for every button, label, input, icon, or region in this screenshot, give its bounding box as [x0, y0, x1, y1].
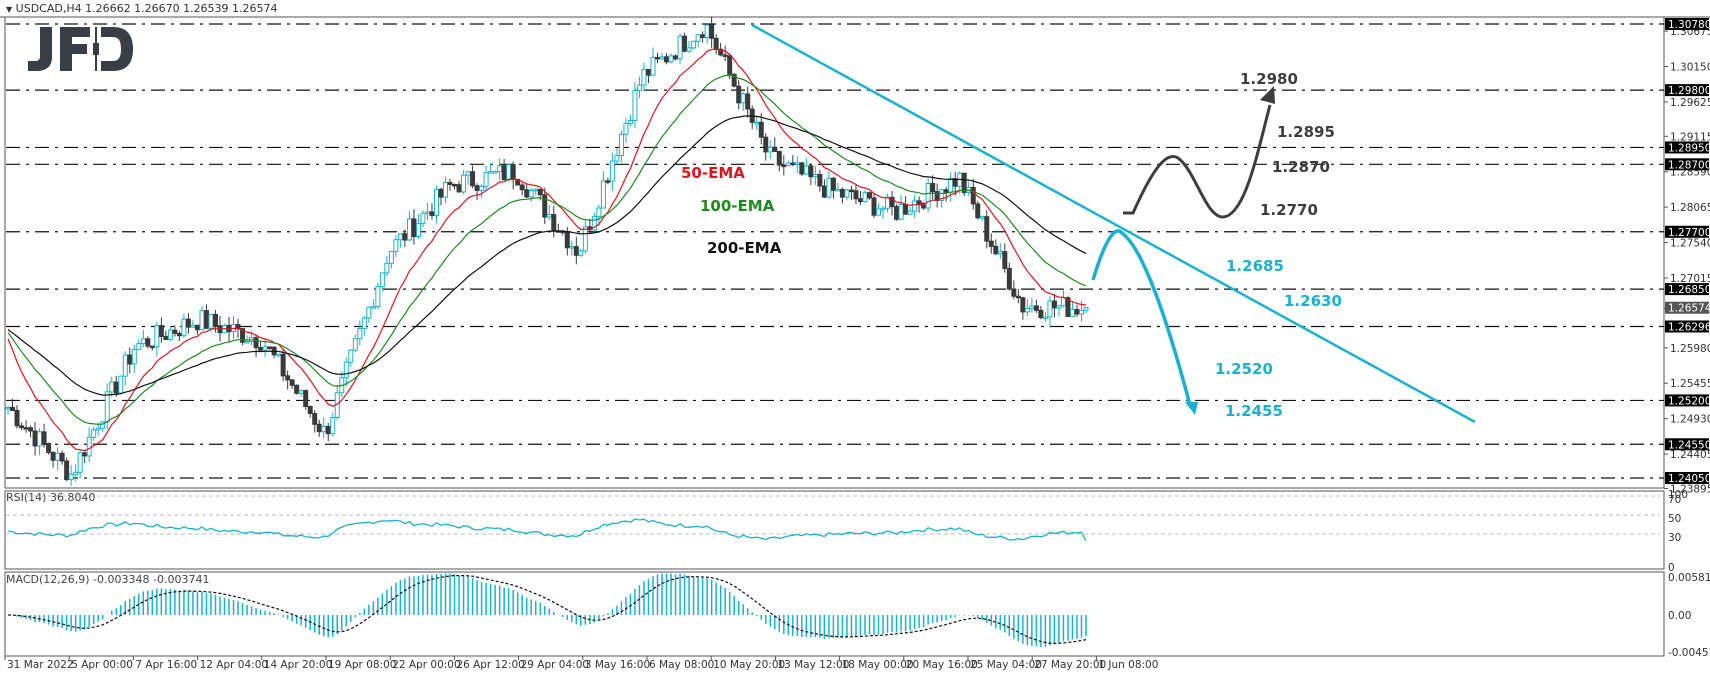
- price-tick: 1.23895: [1670, 483, 1710, 495]
- price-tick: 1.25980: [1670, 343, 1710, 355]
- ema100-line: [7, 74, 1087, 425]
- price-tick: 1.29625: [1670, 97, 1710, 109]
- time-label: 22 Apr 00:00: [392, 659, 460, 671]
- current-price-badge: 1.26574: [1668, 303, 1710, 315]
- bullish-scenario-arrow: [1123, 86, 1275, 219]
- time-label: 1 Jun 08:00: [1098, 659, 1158, 671]
- time-label: 12 Apr 04:00: [200, 659, 268, 671]
- time-label: 20 May 16:00: [906, 659, 978, 671]
- price-tick: 1.24405: [1670, 449, 1710, 461]
- target-label-7: 1.2520: [1215, 360, 1273, 378]
- dropdown-triangle-icon[interactable]: ▼: [6, 5, 13, 14]
- svg-text:0: 0: [1668, 562, 1675, 574]
- time-label: 18 May 00:00: [842, 659, 914, 671]
- rsi-line: [7, 518, 1087, 542]
- target-label-5: 1.2685: [1226, 257, 1284, 275]
- target-label-3: 1.2870: [1272, 158, 1330, 176]
- price-tick: 1.29115: [1670, 131, 1710, 143]
- time-label: 3 May 16:00: [585, 659, 650, 671]
- level-badge: 1.26850: [1668, 284, 1710, 296]
- time-label: 27 May 20:00: [1034, 659, 1106, 671]
- level-badge: 1.26296: [1668, 321, 1710, 333]
- main-panel-border: [4, 16, 1665, 489]
- time-label: 29 Apr 04:00: [521, 659, 589, 671]
- ema50-line: [7, 48, 1087, 452]
- macd-panel-border: [4, 571, 1665, 657]
- macd-histogram: [11, 573, 1087, 648]
- time-label: 13 May 12:00: [777, 659, 849, 671]
- rsi-title: RSI(14) 36.8040: [6, 491, 96, 504]
- svg-text:50: 50: [1668, 513, 1681, 525]
- target-label-2: 1.2895: [1277, 123, 1335, 141]
- rsi-panel-border: [4, 490, 1665, 570]
- svg-text:100: 100: [1668, 489, 1688, 501]
- svg-text:0.005811: 0.005811: [1668, 572, 1710, 584]
- target-label-1: 1.2980: [1240, 70, 1298, 88]
- level-badge: 1.25200: [1668, 395, 1710, 407]
- time-label: 26 Apr 12:00: [456, 659, 524, 671]
- price-tick: 1.24930: [1670, 414, 1710, 426]
- price-tick: 1.27015: [1670, 273, 1710, 285]
- svg-text:70: 70: [1668, 494, 1681, 506]
- downtrend-line[interactable]: [751, 23, 1476, 424]
- macd-axis: 0.005811 0.00 -0.004512: [1668, 572, 1710, 659]
- level-badge: 1.30780: [1668, 19, 1710, 31]
- moving-averages: [7, 48, 1087, 452]
- macd-signal-line: [7, 574, 1087, 645]
- ema200-line: [7, 115, 1087, 396]
- symbol-ohlc: USDCAD,H4 1.26662 1.26670 1.26539 1.2657…: [15, 2, 278, 15]
- macd-title: MACD(12,26,9) -0.003348 -0.003741: [6, 573, 210, 586]
- time-label: 31 Mar 2022: [7, 659, 74, 671]
- price-tick: 1.28065: [1670, 202, 1710, 214]
- horizontal-levels: [6, 23, 1664, 479]
- level-badge: 1.28700: [1668, 159, 1710, 171]
- time-label: 6 May 08:00: [649, 659, 714, 671]
- ema50-label: 50-EMA: [681, 164, 745, 182]
- candlesticks: [5, 16, 1089, 486]
- time-label: 10 May 20:00: [713, 659, 785, 671]
- time-label: 5 Apr 00:00: [71, 659, 133, 671]
- svg-text:-0.004512: -0.004512: [1668, 647, 1710, 659]
- time-label: 19 Apr 08:00: [328, 659, 396, 671]
- target-label-6: 1.2630: [1284, 292, 1342, 310]
- svg-text:30: 30: [1668, 532, 1681, 544]
- price-tick: 1.25455: [1670, 378, 1710, 390]
- time-label: 14 Apr 20:00: [264, 659, 332, 671]
- rsi-reference-lines: [6, 495, 1660, 535]
- level-badge: 1.27700: [1668, 227, 1710, 239]
- time-label: 25 May 04:00: [970, 659, 1042, 671]
- svg-text:0.00: 0.00: [1668, 610, 1691, 622]
- ema100-label: 100-EMA: [700, 197, 775, 215]
- time-label: 7 Apr 16:00: [135, 659, 197, 671]
- level-badge: 1.24550: [1668, 439, 1710, 451]
- target-label-8: 1.2455: [1225, 402, 1283, 420]
- level-badge: 1.24050: [1668, 473, 1710, 485]
- bearish-scenario-arrow: [1091, 229, 1198, 415]
- target-label-4: 1.2770: [1260, 201, 1318, 219]
- ema200-label: 200-EMA: [707, 239, 782, 257]
- level-badge: 1.29800: [1668, 85, 1710, 97]
- symbol-header: ▼ USDCAD,H4 1.26662 1.26670 1.26539 1.26…: [6, 2, 278, 15]
- price-tick: 1.27540: [1670, 238, 1710, 250]
- price-axis[interactable]: 1.306751.301501.296251.291151.285901.280…: [1664, 18, 1710, 495]
- jfd-logo: [28, 27, 133, 71]
- price-tick: 1.30150: [1670, 61, 1710, 73]
- level-badge: 1.28950: [1668, 142, 1710, 154]
